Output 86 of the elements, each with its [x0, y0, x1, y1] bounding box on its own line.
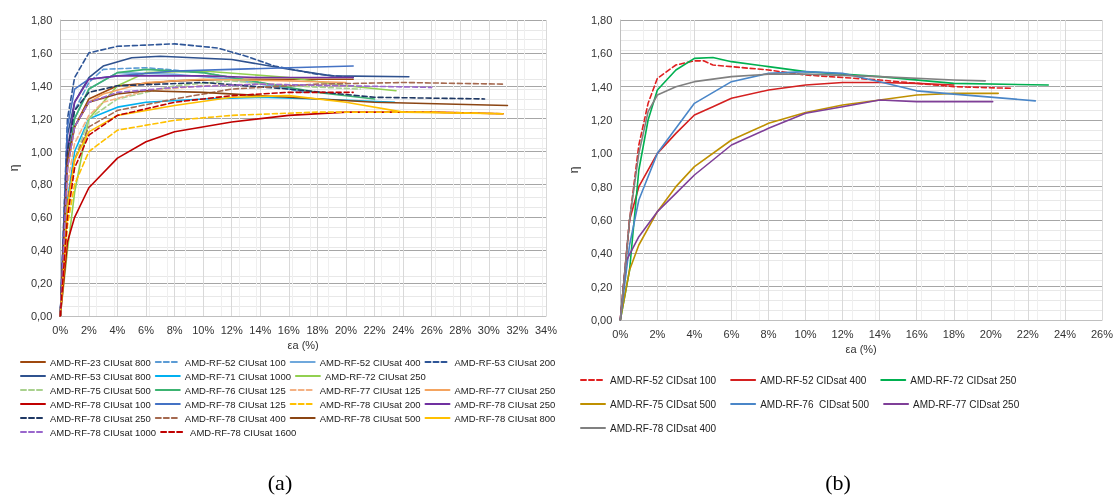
- x-tick-label: 28%: [449, 323, 472, 336]
- x-tick-label: 6%: [138, 323, 155, 336]
- x-tick-label: 18%: [942, 327, 965, 340]
- legend-label: AMD-RF-77 CIUsat 125: [319, 384, 421, 396]
- legend-label: AMD-RF-78 CIUsat 250: [50, 412, 151, 424]
- x-tick-label: 20%: [979, 327, 1003, 340]
- y-tick-label: 0,00: [590, 314, 613, 326]
- x-tick-label: 4%: [109, 323, 126, 336]
- legend-label: AMD-RF-78 CIUsat 125: [184, 398, 286, 410]
- x-tick-label: 2%: [80, 323, 98, 336]
- legend-label: AMD-RF-78 CIUsat 200: [319, 398, 421, 410]
- legend-label: AMD-RF-77 CIUsat 250: [454, 384, 556, 396]
- legend-label: AMD-RF-23 CIUsat 800: [50, 356, 151, 368]
- legend-label: AMD-RF-52 CIUsat 400: [319, 356, 421, 368]
- legend-label: AMD-RF-76 CIDsat 500: [760, 398, 870, 410]
- legend-label: AMD-RF-75 CIUsat 500: [50, 384, 151, 396]
- x-tick-label: 0%: [612, 327, 629, 340]
- legend-label: AMD-RF-72 CIDsat 250: [910, 374, 1017, 386]
- legend-label: AMD-RF-53 CIUsat 200: [454, 356, 556, 368]
- legend-label: AMD-RF-72 CIUsat 250: [324, 370, 426, 382]
- x-tick-label: 32%: [506, 323, 529, 336]
- y-tick-label: 1,20: [30, 112, 53, 125]
- x-tick-label: 8%: [760, 327, 777, 340]
- y-axis-title: η: [7, 164, 21, 172]
- y-tick-label: 1,20: [590, 114, 613, 126]
- y-tick-label: 0,60: [590, 214, 613, 226]
- y-axis-title: η: [567, 166, 581, 174]
- y-tick-label: 0,40: [590, 247, 613, 260]
- x-tick-label: 22%: [1016, 327, 1040, 340]
- legend-label: AMD-RF-78 CIUsat 800: [454, 412, 556, 424]
- y-tick-label: 0,00: [30, 310, 53, 322]
- legend-label: AMD-RF-53 CIUsat 800: [50, 370, 151, 382]
- legend-label: AMD-RF-78 CIUsat 500: [319, 412, 421, 424]
- y-tick-label: 1,60: [590, 47, 613, 60]
- y-tick-label: 1,40: [30, 79, 53, 92]
- x-tick-label: 30%: [477, 323, 501, 336]
- x-tick-label: 14%: [249, 323, 272, 336]
- legend-label: AMD-RF-78 CIDsat 400: [610, 422, 717, 434]
- x-tick-label: 0%: [52, 323, 69, 336]
- text: (b): [825, 469, 851, 495]
- y-tick-label: 1,40: [590, 80, 613, 93]
- y-tick-label: 0,80: [30, 178, 53, 191]
- y-tick-label: 0,40: [30, 244, 53, 257]
- legend-label: AMD-RF-71 CIUsat 1000: [184, 370, 291, 382]
- legend-label: AMD-RF-52 CIUsat 100: [184, 356, 286, 368]
- x-tick-label: 18%: [306, 323, 329, 336]
- x-tick-label: 8%: [166, 323, 183, 336]
- y-tick-label: 1,60: [30, 46, 53, 59]
- x-tick-label: 4%: [686, 327, 703, 340]
- x-tick-label: 16%: [905, 327, 928, 340]
- y-tick-label: 1,80: [30, 14, 53, 26]
- legend-label: AMD-RF-52 CIDsat 400: [760, 374, 867, 386]
- text: (a): [267, 469, 293, 495]
- x-axis-title: εa (%): [287, 339, 319, 352]
- legend-label: AMD-RF-78 CIUsat 1000: [50, 426, 157, 438]
- y-tick-label: 1,00: [590, 147, 613, 160]
- x-tick-label: 6%: [723, 327, 740, 340]
- y-tick-label: 0,20: [30, 277, 53, 290]
- legend-label: AMD-RF-75 CIDsat 500: [610, 398, 717, 410]
- legend-label: AMD-RF-78 CIUsat 250: [454, 398, 556, 410]
- legend-label: AMD-RF-52 CIDsat 100: [610, 374, 717, 386]
- x-tick-label: 10%: [794, 327, 817, 340]
- x-tick-label: 10%: [192, 323, 215, 336]
- x-tick-label: 24%: [1053, 327, 1077, 340]
- legend-label: AMD-RF-78 CIUsat 400: [184, 412, 286, 424]
- y-tick-label: 0,60: [30, 211, 53, 224]
- y-tick-label: 1,80: [590, 14, 613, 26]
- x-tick-label: 14%: [868, 327, 891, 340]
- x-tick-label: 12%: [831, 327, 854, 340]
- x-tick-label: 24%: [392, 323, 415, 336]
- legend-label: AMD-RF-78 CIUsat 100: [50, 398, 151, 410]
- x-tick-label: 22%: [363, 323, 386, 336]
- x-tick-label: 2%: [649, 327, 666, 340]
- x-axis-title: εa (%): [845, 343, 877, 356]
- x-tick-label: 12%: [220, 323, 243, 336]
- y-tick-label: 0,20: [590, 280, 613, 293]
- x-tick-label: 34%: [534, 323, 558, 336]
- legend-label: AMD-RF-78 CIUsat 1600: [190, 426, 297, 438]
- y-tick-label: 0,80: [590, 180, 613, 193]
- legend-label: AMD-RF-77 CIDsat 250: [913, 398, 1020, 410]
- y-tick-label: 1,00: [30, 145, 53, 158]
- legend-label: AMD-RF-76 CIUsat 125: [184, 384, 286, 396]
- x-tick-label: 16%: [277, 323, 301, 336]
- x-tick-label: 26%: [420, 323, 443, 336]
- x-tick-label: 26%: [1090, 327, 1114, 340]
- x-tick-label: 20%: [334, 323, 358, 336]
